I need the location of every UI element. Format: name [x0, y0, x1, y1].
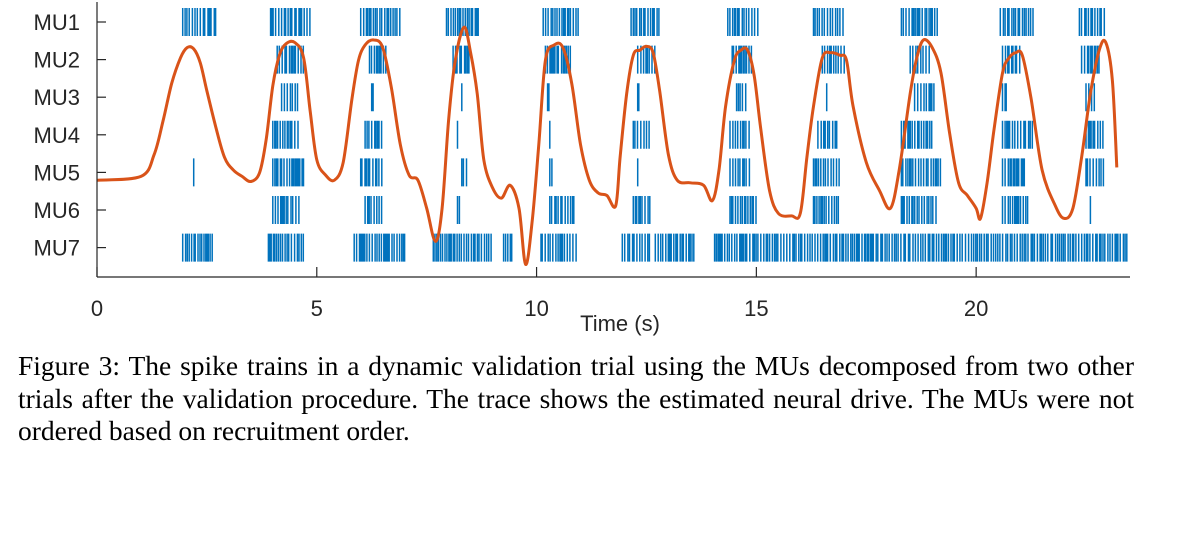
neural-drive-trace	[96, 25, 1119, 266]
x-tick-label: 10	[524, 296, 548, 321]
neural-drive-trace-group	[96, 25, 1119, 266]
spike-train-marks	[181, 8, 1106, 36]
figure-caption: Figure 3: The spike trains in a dynamic …	[18, 350, 1134, 446]
x-tick-label: 15	[744, 296, 768, 321]
y-tick-label-mu7: MU7	[34, 236, 80, 261]
x-tick-label: 5	[311, 296, 323, 321]
x-tick-label: 20	[964, 296, 988, 321]
y-tick-label-mu4: MU4	[34, 123, 80, 148]
spike-train-marks	[272, 120, 1104, 149]
spike-train-marks	[280, 83, 1096, 112]
spike-train-marks	[181, 233, 1128, 262]
spike-raster	[181, 8, 1128, 262]
x-axis-label: Time (s)	[580, 311, 660, 336]
raster-chart: MU1 MU2 MU3 MU4 MU5 MU6 MU7 0 5 10 15 20 Time (s)	[34, 2, 1130, 336]
y-tick-label-mu6: MU6	[34, 198, 80, 223]
axes: MU1 MU2 MU3 MU4 MU5 MU6 MU7 0 5 10 15 20	[34, 2, 1130, 321]
spike-train-mu4	[272, 120, 1104, 149]
spike-train-marks	[192, 158, 1105, 187]
y-tick-label-mu1: MU1	[34, 10, 80, 35]
spike-train-mu3	[280, 83, 1096, 112]
spike-train-marks	[272, 196, 1092, 224]
x-tick-label: 0	[91, 296, 103, 321]
spike-train-mu1	[181, 8, 1106, 36]
spike-train-marks	[276, 45, 1100, 74]
y-tick-label-mu2: MU2	[34, 48, 80, 73]
y-tick-label-mu3: MU3	[34, 85, 80, 110]
y-tick-label-mu5: MU5	[34, 160, 80, 185]
spike-train-mu6	[272, 196, 1092, 224]
spike-train-mu2	[276, 45, 1100, 74]
spike-train-mu7	[181, 233, 1128, 262]
spike-train-mu5	[192, 158, 1105, 187]
